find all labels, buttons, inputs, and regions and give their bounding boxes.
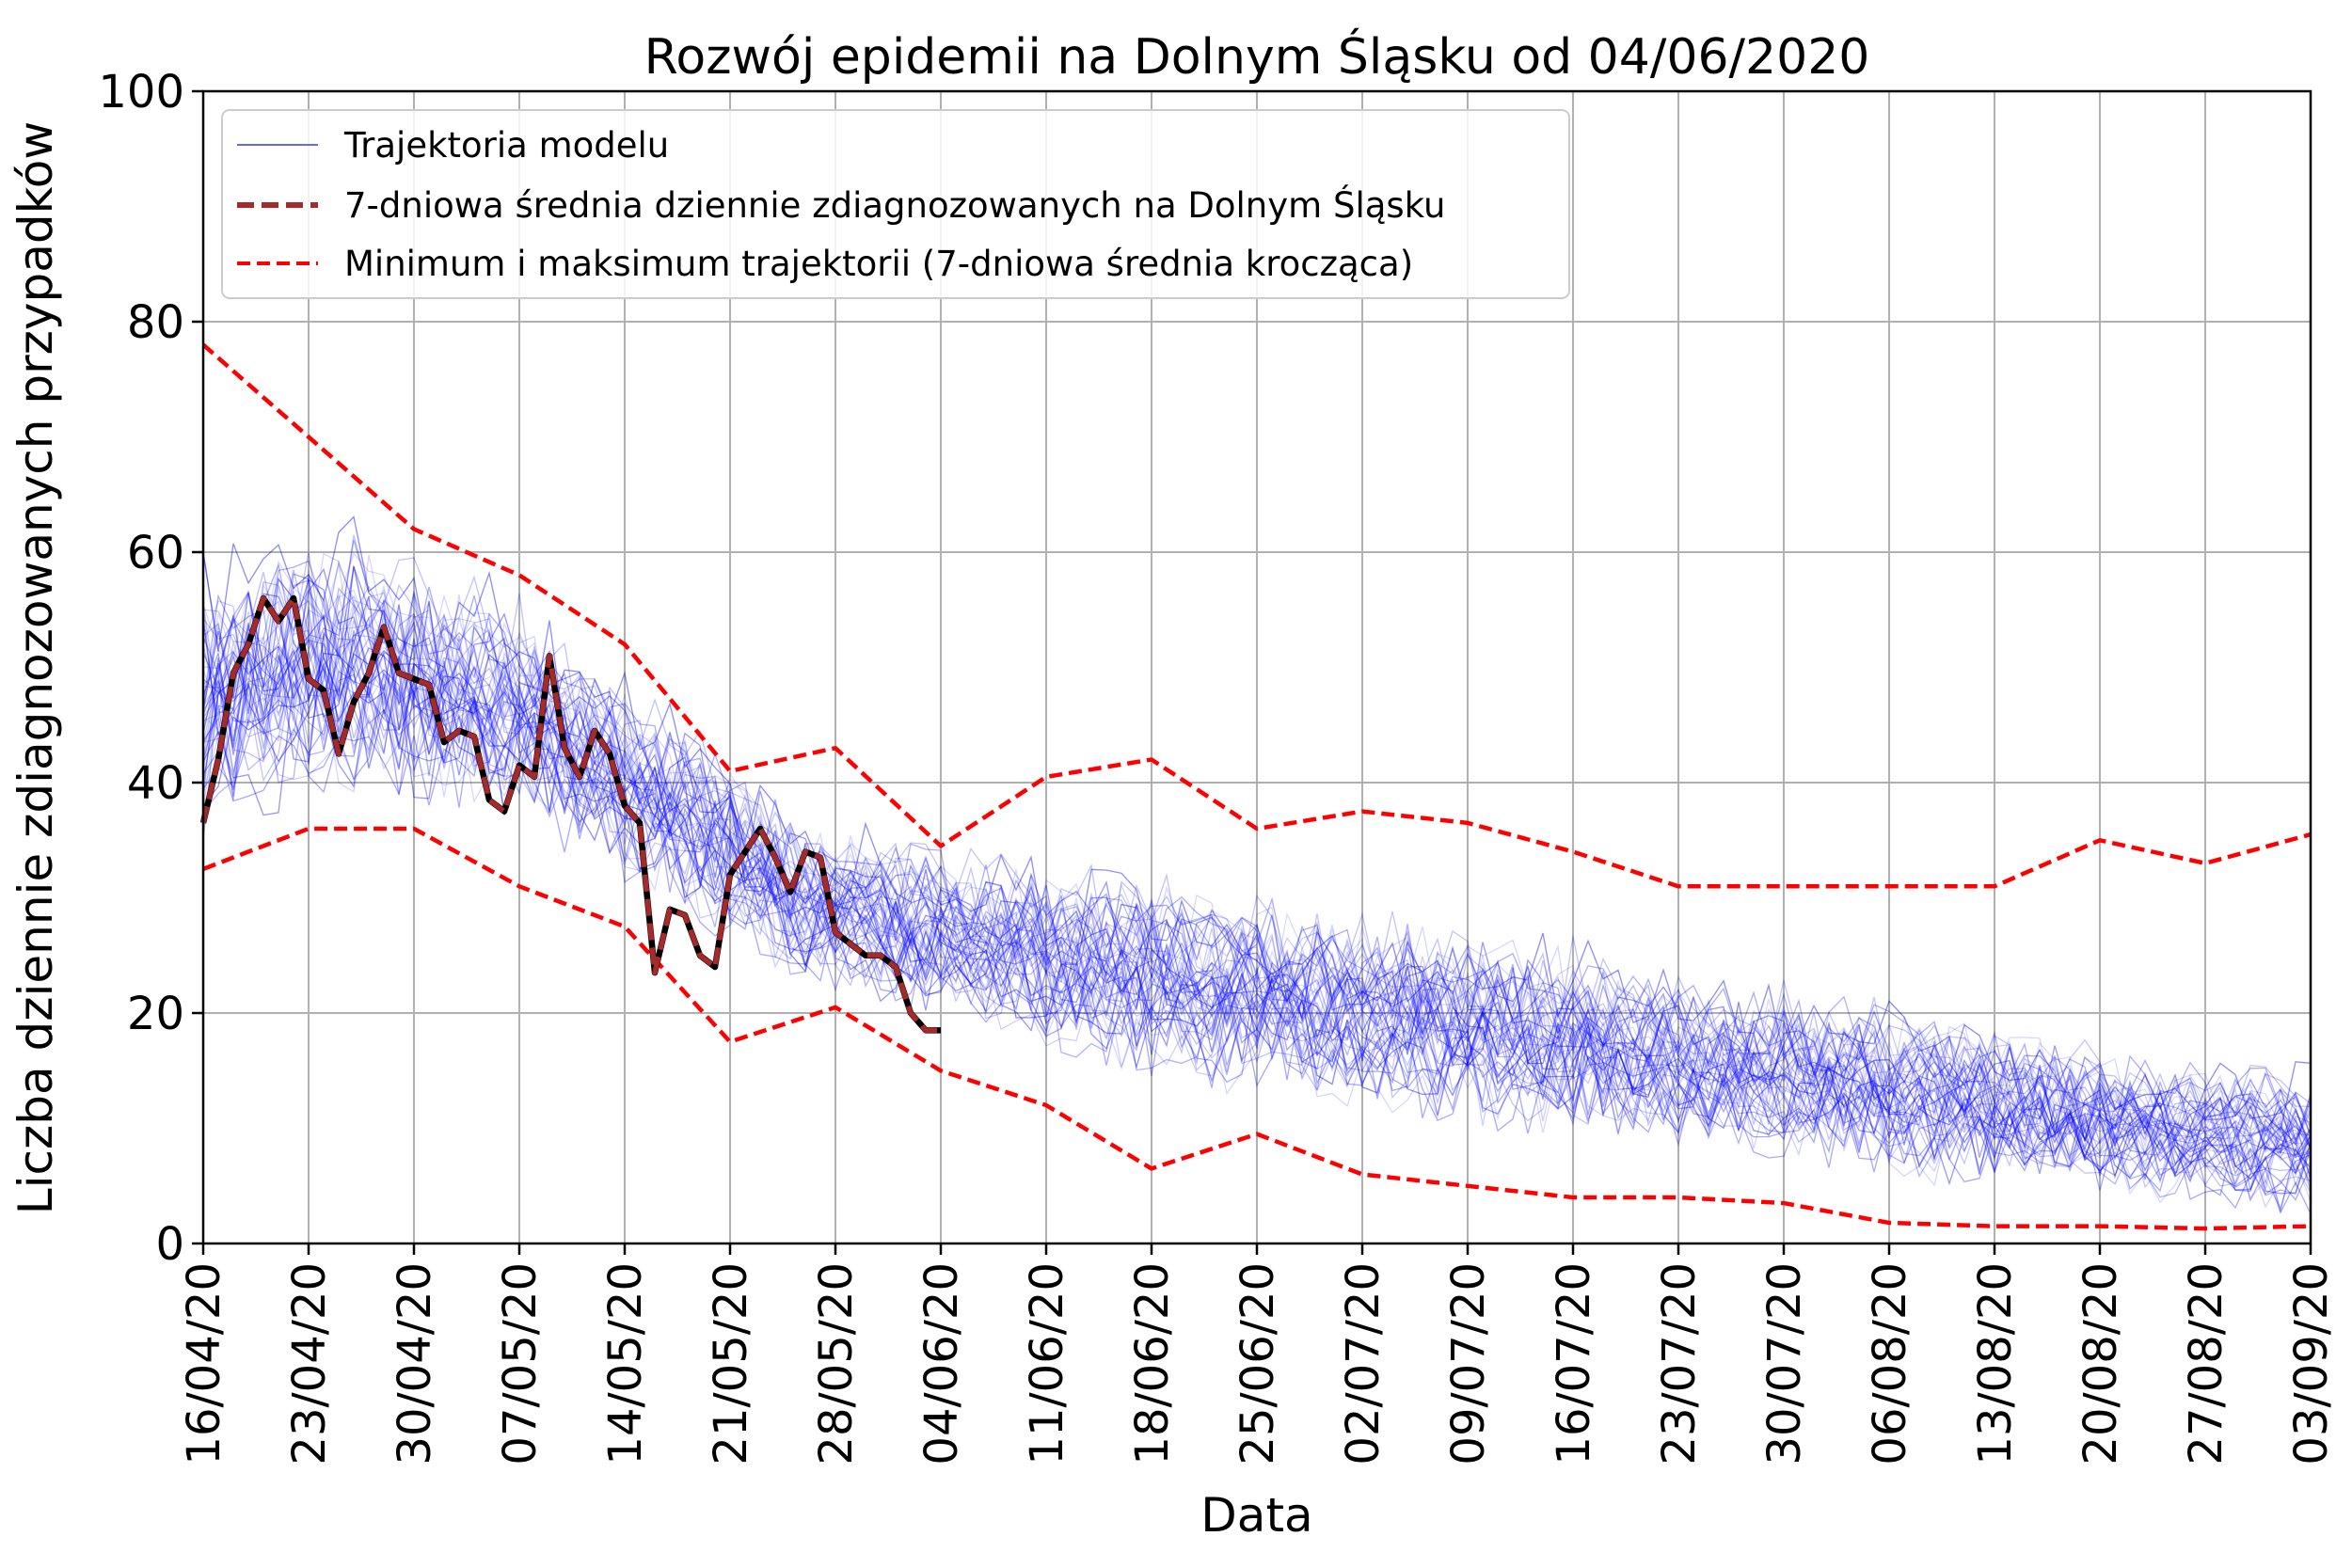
x-tick-label: 14/05/20 — [599, 1262, 652, 1465]
x-tick-label: 28/05/20 — [810, 1262, 863, 1465]
trajectory-line — [202, 689, 2312, 1210]
observed-average-line — [199, 594, 941, 1034]
trajectory-line — [202, 669, 2312, 1213]
legend-label-observed: 7-dniowa średnia dziennie zdiagnozowanyc… — [344, 184, 1445, 226]
trajectory-line — [202, 583, 2312, 1158]
trajectory-line — [202, 635, 2312, 1187]
x-tick-label: 11/06/20 — [1021, 1262, 1073, 1465]
trajectory-line — [202, 638, 2312, 1177]
y-tick-label: 40 — [127, 757, 184, 810]
max-trajectory-line — [201, 342, 2312, 889]
trajectory-line — [202, 579, 2312, 1150]
x-tick-label: 18/06/20 — [1126, 1262, 1179, 1465]
trajectory-line — [202, 588, 2312, 1150]
trajectory-line — [202, 637, 2312, 1186]
trajectory-line — [202, 690, 2312, 1209]
trajectory-line — [202, 648, 2312, 1196]
trajectory-line — [202, 655, 2312, 1188]
x-tick-label: 23/07/20 — [1653, 1262, 1706, 1465]
y-tick-label: 20 — [127, 988, 184, 1040]
legend: Trajektoria modelu 7-dniowa średnia dzie… — [221, 109, 1570, 299]
trajectory-line — [202, 684, 2312, 1214]
x-tick-label: 23/04/20 — [283, 1262, 336, 1465]
trajectory-line — [202, 640, 2312, 1183]
trajectory-line — [202, 652, 2312, 1180]
trajectory-line — [202, 595, 2312, 1168]
x-tick-label: 21/05/20 — [705, 1262, 757, 1465]
x-tick-label: 16/04/20 — [178, 1262, 230, 1465]
trajectory-line — [202, 534, 2312, 1120]
trajectory-line — [202, 560, 2312, 1152]
trajectory-line — [202, 666, 2312, 1198]
trajectory-line — [202, 635, 2312, 1178]
x-tick-label: 02/07/20 — [1337, 1262, 1390, 1465]
x-tick-label: 03/09/20 — [2285, 1262, 2338, 1465]
x-tick-label: 06/08/20 — [1864, 1262, 1916, 1465]
legend-label-minmax: Minimum i maksimum trajektorii (7-dniowa… — [344, 244, 1413, 284]
y-axis-ticks: 0 20 40 60 80 100 — [98, 66, 203, 1271]
trajectory-line — [202, 600, 2312, 1148]
trajectory-line — [202, 552, 2312, 1148]
x-axis-label: Data — [1200, 1488, 1312, 1543]
x-tick-label: 25/06/20 — [1232, 1262, 1284, 1465]
x-tick-label: 13/08/20 — [1969, 1262, 2022, 1465]
legend-box — [221, 109, 1570, 299]
trajectory-line — [202, 610, 2312, 1174]
y-axis-label: Liczba dziennie zdiagnozowanych przypadk… — [8, 121, 63, 1214]
trajectory-line — [202, 552, 2312, 1137]
trajectory-line — [202, 515, 2312, 1132]
y-tick-label: 60 — [127, 527, 184, 579]
trajectory-line — [202, 629, 2312, 1191]
x-tick-label: 16/07/20 — [1548, 1262, 1600, 1465]
trajectory-line — [202, 604, 2312, 1173]
trajectory-line — [202, 609, 2312, 1165]
x-tick-label: 07/05/20 — [494, 1262, 547, 1465]
min-trajectory-line — [202, 826, 2312, 1231]
x-tick-label: 30/04/20 — [389, 1262, 441, 1465]
observed-average-dashed — [200, 595, 941, 1034]
trajectory-line — [202, 613, 2312, 1178]
trajectory-line — [202, 559, 2312, 1157]
trajectory-line — [202, 655, 2312, 1192]
x-tick-label: 09/07/20 — [1442, 1262, 1495, 1465]
trajectory-line — [202, 639, 2312, 1194]
x-tick-label: 20/08/20 — [2074, 1262, 2127, 1465]
trajectory-line — [202, 674, 2312, 1210]
trajectory-line — [202, 650, 2312, 1168]
legend-label-trajectory: Trajektoria modelu — [343, 125, 669, 166]
x-tick-label: 04/06/20 — [915, 1262, 968, 1465]
chart-title: Rozwój epidemii na Dolnym Śląsku od 04/0… — [644, 27, 1870, 86]
x-axis-ticks: 16/04/20 23/04/20 30/04/20 07/05/20 14/05/20… — [178, 1243, 2338, 1465]
trajectory-line — [202, 630, 2312, 1195]
trajectory-line — [202, 574, 2312, 1143]
trajectory-line — [202, 655, 2312, 1192]
x-tick-label: 30/07/20 — [1758, 1262, 1811, 1465]
y-tick-label: 80 — [127, 296, 184, 349]
x-tick-label: 27/08/20 — [2180, 1262, 2233, 1465]
min-max-envelope — [201, 342, 2312, 1231]
y-tick-label: 100 — [98, 66, 184, 119]
trajectory-line — [202, 582, 2312, 1153]
model-trajectories — [202, 515, 2312, 1214]
y-tick-label: 0 — [155, 1218, 184, 1271]
trajectory-line — [202, 660, 2312, 1189]
